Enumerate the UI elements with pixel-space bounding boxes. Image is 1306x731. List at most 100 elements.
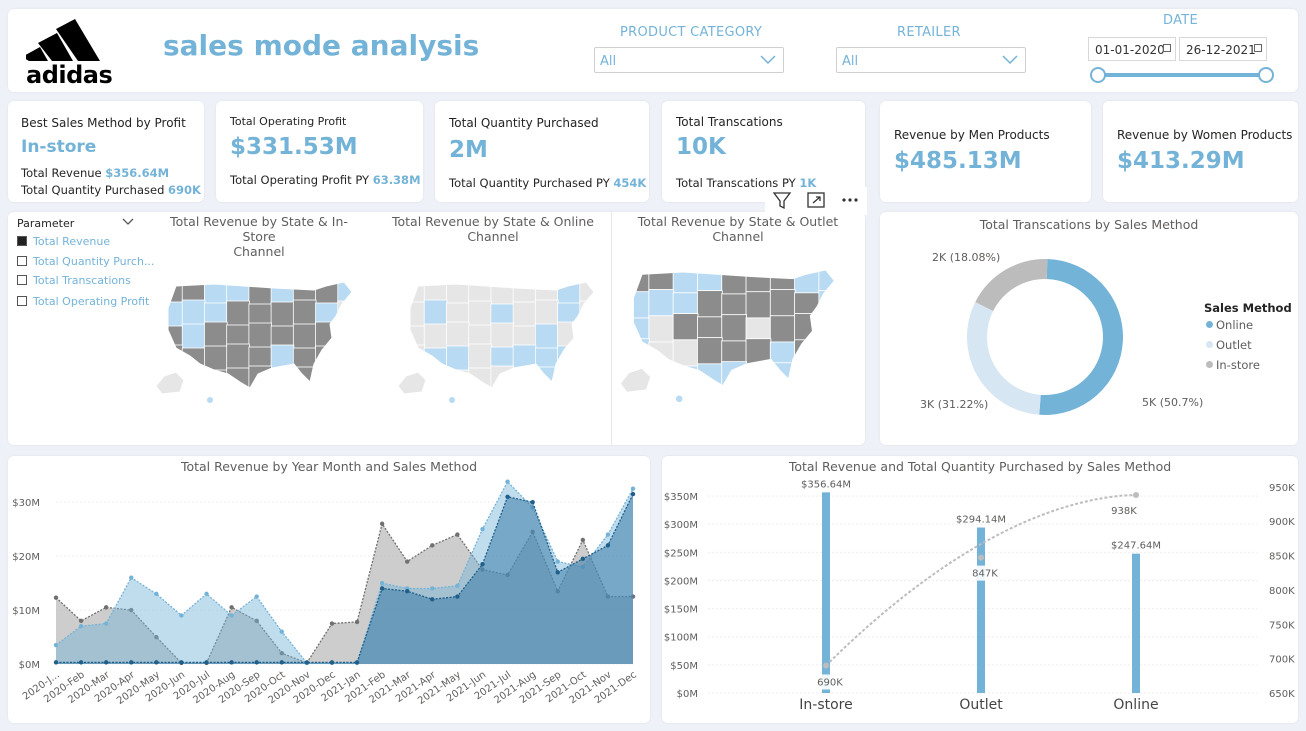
data-point	[455, 532, 460, 537]
date-start-input[interactable]: 01-01-2020	[1088, 37, 1176, 61]
y-tick-label: $10M	[12, 606, 40, 617]
combo-chart-title: Total Revenue and Total Quantity Purchas…	[788, 459, 1172, 474]
data-point	[254, 594, 259, 599]
quantity-label-bg	[1108, 503, 1140, 519]
donut-chart[interactable]: 5K (50.7%) 3K (31.22%) 2K (18.08%)	[880, 212, 1298, 445]
data-point	[229, 605, 234, 610]
area-chart-title: Total Revenue by Year Month and Sales Me…	[180, 459, 478, 474]
quantity-value-label: 847K	[972, 569, 998, 580]
kpi-men-card: Revenue by Men Products $485.13M	[880, 101, 1091, 202]
combo-chart[interactable]: $0M $50M $100M $150M $200M $250M $300M $350M 650…	[662, 456, 1298, 723]
us-state	[633, 338, 650, 368]
area-chart[interactable]: $0M$10M$20M$30M2020-J...2020-Feb2020-Mar…	[8, 456, 650, 723]
date-slider-track[interactable]	[1098, 73, 1268, 77]
us-state	[579, 367, 594, 388]
us-state	[248, 282, 273, 307]
focus-mode-icon[interactable]	[805, 189, 827, 211]
kpi-profit-card: Total Operating Profit $331.53M Total Op…	[216, 101, 423, 202]
parameter-option-total-revenue[interactable]: Total Revenue	[17, 235, 110, 248]
quantity-label-bg	[969, 565, 1001, 581]
us-state	[490, 322, 515, 350]
adidas-logo: adidas	[22, 17, 126, 89]
us-map-instore[interactable]	[154, 278, 369, 408]
us-state	[794, 339, 820, 369]
data-point	[505, 494, 510, 499]
us-state	[423, 323, 448, 351]
date-label: DATE	[1163, 13, 1199, 28]
date-slider-end-handle[interactable]	[1258, 67, 1274, 83]
y-tick-label: $250M	[664, 548, 698, 559]
product-category-dropdown[interactable]: All	[594, 47, 784, 73]
parameter-option-total-operating-profit[interactable]: Total Operating Profit	[17, 295, 149, 308]
us-state	[648, 341, 675, 371]
data-point	[53, 660, 59, 665]
kpi-quantity-py-label: Total Quantity Purchased PY	[449, 176, 610, 190]
data-point	[480, 562, 485, 567]
data-point	[379, 586, 385, 591]
kpi-transactions-py: Total Transcations PY 1K	[676, 176, 816, 190]
adidas-stripes-icon	[22, 19, 100, 61]
y-tick-label: $100M	[664, 633, 698, 644]
data-point	[530, 499, 535, 505]
quantity-point	[1133, 492, 1139, 499]
data-point	[580, 537, 586, 543]
data-point	[379, 521, 385, 526]
y2-tick-label: 850K	[1269, 552, 1295, 563]
retailer-dropdown[interactable]: All	[836, 47, 1026, 73]
legend-label: In-store	[1216, 358, 1260, 372]
filter-icon[interactable]	[771, 189, 793, 211]
us-state	[818, 363, 835, 386]
y2-tick-label: 750K	[1269, 620, 1295, 631]
data-point	[103, 660, 109, 665]
donut-legend-title: Sales Method	[1204, 301, 1292, 315]
us-state	[226, 300, 250, 328]
us-state	[168, 301, 184, 329]
combo-chart-panel: Total Revenue and Total Quantity Purchas…	[662, 456, 1298, 723]
data-point	[480, 526, 485, 532]
data-point	[430, 543, 435, 548]
legend-item-in-store[interactable]: In-store	[1206, 358, 1260, 378]
us-state	[534, 299, 559, 327]
us-state	[648, 289, 675, 319]
parameter-option-total-quantity[interactable]: Total Quantity Purch...	[17, 255, 154, 268]
date-end-input[interactable]: 26-12-2021	[1179, 37, 1267, 61]
date-slider-start-handle[interactable]	[1090, 67, 1106, 83]
quantity-point	[978, 554, 984, 561]
quantity-line	[825, 494, 1137, 667]
chevron-down-icon[interactable]	[122, 218, 134, 226]
parameter-title: Parameter	[17, 217, 75, 230]
data-point	[129, 575, 134, 580]
kpi-men-title: Revenue by Men Products	[894, 128, 1050, 142]
data-point	[329, 660, 335, 665]
quantity-point	[823, 662, 829, 669]
us-state	[204, 321, 228, 349]
legend-item-outlet[interactable]: Outlet	[1206, 338, 1260, 358]
bar-value-label: $294.14M	[956, 514, 1006, 525]
data-point	[154, 591, 159, 597]
kpi-women-title: Revenue by Women Products	[1117, 128, 1293, 142]
data-point	[455, 583, 460, 588]
legend-item-online[interactable]: Online	[1206, 318, 1260, 338]
us-state	[446, 321, 470, 349]
more-options-icon[interactable]	[839, 189, 861, 211]
us-map-outlet[interactable]	[618, 264, 853, 409]
us-state	[292, 299, 317, 327]
kpi-best-value: In-store	[21, 137, 97, 157]
us-state	[181, 347, 206, 375]
us-state	[337, 324, 352, 352]
data-point	[329, 621, 335, 626]
donut-slice-online	[1039, 259, 1123, 415]
kpi-quantity-py-value: 454K	[613, 176, 647, 190]
kpi-best-revenue-label: Total Revenue	[21, 166, 102, 180]
product-category-value: All	[600, 54, 617, 69]
y-tick-label: $30M	[12, 498, 40, 509]
quantity-label-bg	[814, 674, 846, 690]
retailer-value: All	[842, 54, 859, 69]
us-map-online[interactable]	[396, 278, 611, 408]
legend-label: Online	[1216, 318, 1254, 332]
data-point	[605, 543, 611, 548]
legend-dot-icon	[1206, 321, 1213, 328]
kpi-quantity-title: Total Quantity Purchased	[449, 116, 599, 130]
y-tick-label: $200M	[664, 576, 698, 587]
parameter-option-total-transactions[interactable]: Total Transcations	[17, 274, 131, 287]
